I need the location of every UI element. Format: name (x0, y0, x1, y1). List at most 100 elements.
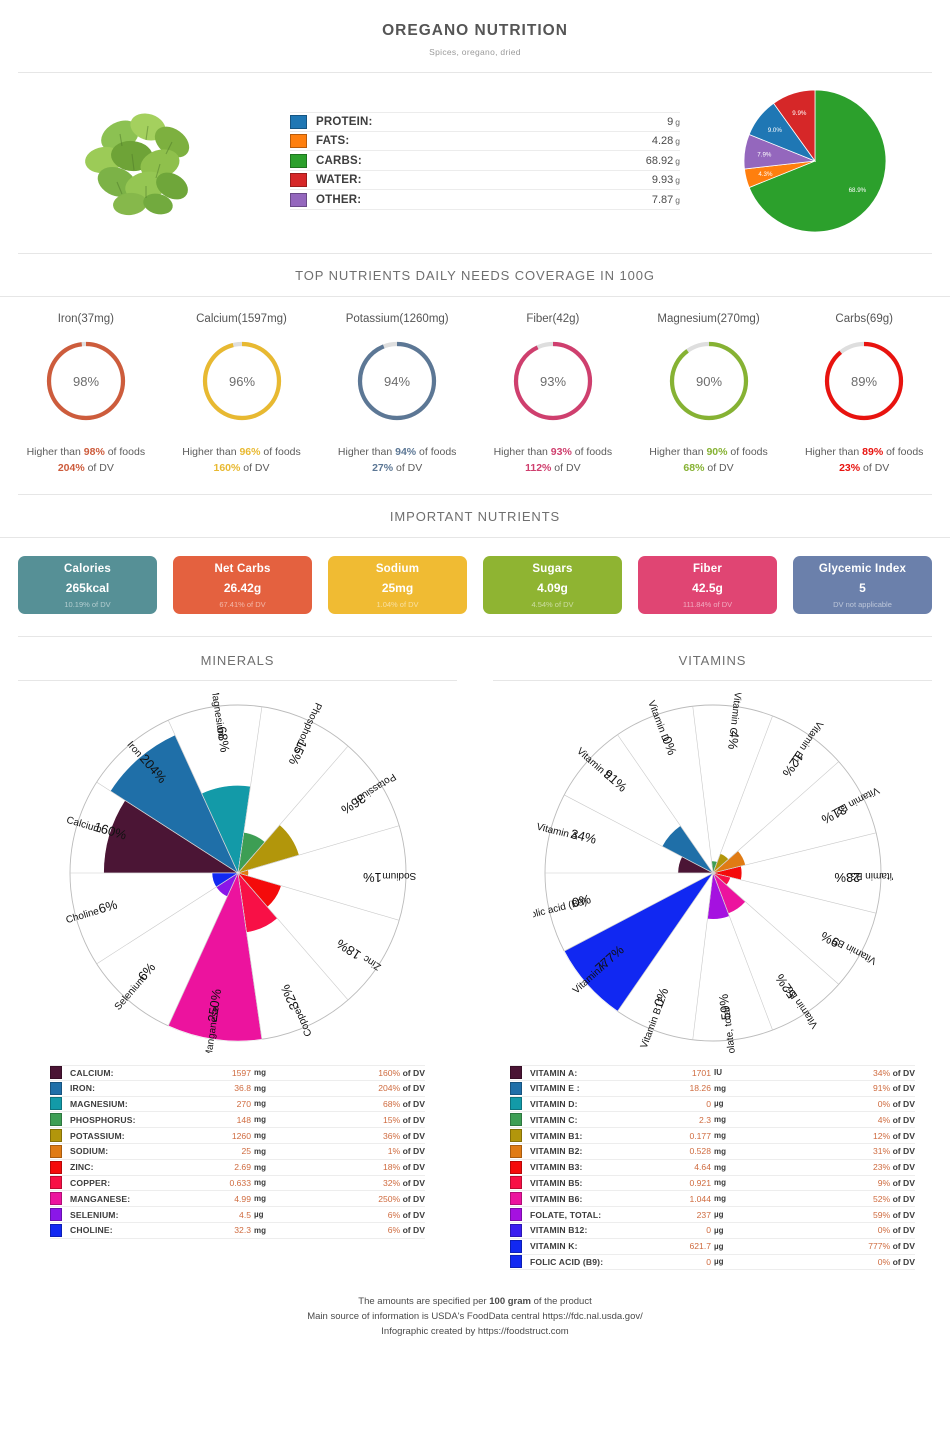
nutrient-card-title: Glycemic Index (818, 563, 907, 575)
coverage-ring-item: Carbs(69g) 89% Higher than 89% of foods 23%… (786, 313, 942, 476)
nutrient-unit: mg (254, 1115, 266, 1125)
nutrient-dv: 0% of DV (877, 1256, 915, 1267)
coverage-ring-svg: 98% (46, 341, 125, 421)
dv-line: 27% of DV (372, 462, 423, 474)
table-row: FOLATE, TOTAL: 237 µg 59% of DV (510, 1207, 915, 1223)
color-swatch (290, 115, 307, 129)
coverage-ring-footer: Higher than 90% of foods 68% of DV (631, 444, 787, 476)
table-row: PHOSPHORUS: 148 mg 15% of DV (50, 1112, 425, 1129)
header-divider (18, 72, 932, 73)
dv-label: of DV (402, 1225, 425, 1236)
nutrient-dv: 6% of DV (387, 1209, 425, 1220)
minerals-table: CALCIUM: 1597 mg 160% of DV IRON: 36.8 mg 204% … (50, 1065, 425, 1239)
dv-label: of DV (892, 1193, 915, 1204)
dv-label: of DV (892, 1209, 915, 1220)
nutrient-card-title: Net Carbs (214, 563, 271, 575)
nutrient-card: Sugars 4.09g 4.54% of DV (483, 556, 622, 614)
table-row: VITAMIN D: 0 µg 0% of DV (510, 1097, 915, 1113)
nutrient-name: MAGNESIUM: (70, 1098, 128, 1109)
nutrient-value: 148 (236, 1114, 251, 1125)
legend-row: WATER: 9.93 g (290, 171, 680, 191)
footer-amount: 100 gram (489, 1296, 531, 1308)
page-footer: The amounts are specified per 100 gram o… (0, 1270, 950, 1339)
coverage-ring-svg: 90% (669, 341, 748, 421)
nutrient-dv: 18% of DV (382, 1162, 425, 1173)
svg-text:1%: 1% (362, 870, 381, 885)
dv-line: 204% of DV (57, 462, 114, 474)
svg-text:94%: 94% (384, 374, 410, 389)
nutrient-unit: mg (254, 1083, 266, 1093)
nutrient-unit: mg (714, 1178, 726, 1188)
nutrient-name: VITAMIN C: (530, 1114, 578, 1125)
nutrient-card-dv: 111.84% of DV (682, 600, 733, 609)
table-row: MAGNESIUM: 270 mg 68% of DV (50, 1097, 425, 1113)
color-swatch (50, 1129, 62, 1143)
vitamins-column: VITAMINS 34% Vitamin A 91% Vitamin E 0% Vitam… (475, 637, 950, 1271)
dv-label: of DV (892, 1083, 915, 1094)
nutrient-value: 2.3 (699, 1114, 711, 1125)
nutrient-unit: mg (254, 1178, 266, 1188)
legend-row: OTHER: 7.87 g (290, 190, 680, 210)
vitamins-table: VITAMIN A: 1701 IU 34% of DV VITAMIN E : 18.2… (510, 1065, 915, 1271)
table-row: VITAMIN B1: 0.177 mg 12% of DV (510, 1128, 915, 1144)
macro-label: PROTEIN: (316, 116, 373, 128)
nutrient-name: CALCIUM: (70, 1067, 114, 1078)
nutrient-card-value: 25mg (381, 581, 414, 595)
nutrient-name: VITAMIN B3: (530, 1162, 583, 1173)
footer-line-2: Main source of information is USDA's Foo… (307, 1311, 643, 1323)
table-row: SODIUM: 25 mg 1% of DV (50, 1144, 425, 1160)
table-row: IRON: 36.8 mg 204% of DV (50, 1081, 425, 1097)
dv-label: of DV (892, 1177, 915, 1188)
svg-text:96%: 96% (228, 374, 254, 389)
coverage-ring-title: Magnesium(270mg) (657, 313, 760, 325)
color-swatch (510, 1239, 522, 1253)
nutrient-card: Sodium 25mg 1.04% of DV (328, 556, 467, 614)
legend-row: FATS: 4.28 g (290, 132, 680, 152)
nutrient-value: 621.7 (689, 1241, 711, 1252)
nutrient-unit: mg (714, 1083, 726, 1093)
rose-svg: 34%Vitamin A91%Vitamin E0%Vitamin D 4%Vit… (533, 693, 893, 1053)
coverage-ring-footer: Higher than 89% of foods 23% of DV (786, 444, 942, 476)
nutrient-card-dv: 4.54% of DV (531, 600, 574, 609)
nutrient-name: FOLATE, TOTAL: (530, 1209, 602, 1220)
nutrient-card-value: 265kcal (65, 581, 110, 595)
section-divider (18, 636, 932, 637)
svg-text:9.0%: 9.0% (768, 127, 783, 134)
color-swatch (510, 1066, 522, 1080)
charts-section: MINERALS 160% Calcium 204% Iron 68% Magnesium… (0, 637, 950, 1271)
svg-text:34%: 34% (569, 826, 598, 847)
nutrient-card: Fiber 42.5g 111.84% of DV (638, 556, 777, 614)
nutrient-unit: µg (254, 1210, 264, 1220)
coverage-ring-svg: 96% (202, 341, 281, 421)
table-row: FOLIC ACID (B9): 0 µg 0% of DV (510, 1255, 915, 1271)
nutrient-card-dv: 1.04% of DV (376, 600, 419, 609)
svg-text:0%: 0% (650, 985, 671, 1008)
coverage-rings: Iron(37mg) 98% Higher than 98% of foods 204… (0, 297, 950, 494)
nutrient-unit: µg (714, 1257, 724, 1267)
pie-svg: 68.9% 4.3% 7.9% 9.0% 9.9% (743, 89, 887, 233)
table-row: VITAMIN B3: 4.64 mg 23% of DV (510, 1160, 915, 1176)
svg-text:68%: 68% (214, 725, 233, 753)
coverage-ring-footer: Higher than 93% of foods 112% of DV (475, 444, 631, 476)
nutrient-unit: mg (254, 1225, 266, 1235)
nutrient-value: 0 (706, 1256, 711, 1267)
coverage-heading: TOP NUTRIENTS DAILY NEEDS COVERAGE IN 10… (295, 268, 655, 283)
nutrient-name: SODIUM: (70, 1146, 109, 1157)
dv-line: 68% of DV (683, 462, 734, 474)
nutrient-name: POTASSIUM: (70, 1130, 125, 1141)
nutrient-unit: mg (254, 1194, 266, 1204)
section-divider (493, 680, 932, 681)
vitamins-heading: VITAMINS (678, 653, 747, 668)
nutrient-dv: 4% of DV (877, 1114, 915, 1125)
table-row: POTASSIUM: 1260 mg 36% of DV (50, 1128, 425, 1144)
nutrient-dv: 12% of DV (872, 1130, 915, 1141)
nutrient-name: VITAMIN D: (530, 1098, 578, 1109)
color-swatch (50, 1144, 62, 1158)
dv-label: of DV (892, 1067, 915, 1078)
dv-line: 112% of DV (525, 462, 581, 474)
nutrient-unit: µg (714, 1099, 724, 1109)
nutrient-value: 0 (706, 1225, 711, 1236)
higher-than-line: Higher than 98% of foods (26, 446, 146, 458)
macro-label: WATER: (316, 174, 362, 186)
coverage-ring-svg: 94% (358, 341, 437, 421)
